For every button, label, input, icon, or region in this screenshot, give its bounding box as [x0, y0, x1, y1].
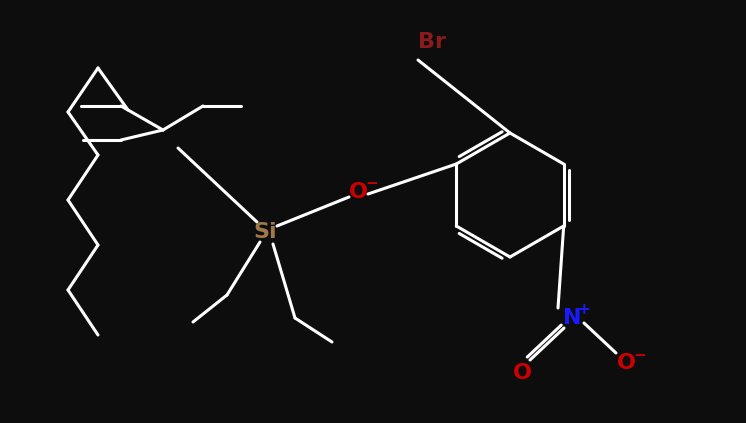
Text: N: N — [562, 308, 581, 328]
Text: −: − — [366, 176, 378, 192]
Text: Br: Br — [418, 32, 446, 52]
Text: O: O — [513, 363, 531, 383]
Text: O: O — [616, 353, 636, 373]
Text: +: + — [577, 302, 590, 318]
Text: Si: Si — [253, 222, 277, 242]
Text: −: − — [633, 348, 646, 363]
Text: O: O — [348, 182, 368, 202]
